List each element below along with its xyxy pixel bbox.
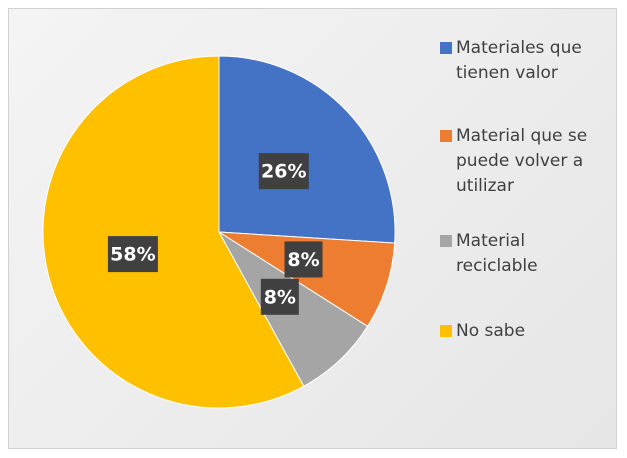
legend-label: Material que se puede volver a utilizar bbox=[456, 126, 588, 196]
pie-slice bbox=[218, 231, 396, 327]
legend-entry: Material reciclable bbox=[440, 229, 610, 279]
legend-entry: No sabe bbox=[440, 319, 610, 344]
legend: Materiales que tienen valor Material que … bbox=[440, 36, 610, 344]
data-label-box bbox=[260, 278, 299, 315]
legend-entry: Materiales que tienen valor bbox=[440, 36, 610, 86]
legend-swatch bbox=[440, 325, 452, 337]
pie-slice bbox=[42, 55, 305, 409]
data-label-box bbox=[284, 241, 323, 278]
data-label: 8% bbox=[287, 249, 319, 271]
data-label: 58% bbox=[110, 244, 155, 266]
legend-label: Material reciclable bbox=[456, 231, 538, 276]
data-label-box bbox=[258, 153, 309, 190]
legend-label: No sabe bbox=[456, 321, 526, 341]
legend-entry: Material que se puede volver a utilizar bbox=[440, 124, 610, 199]
pie-slice bbox=[218, 55, 396, 244]
data-label: 26% bbox=[261, 161, 306, 183]
data-label: 8% bbox=[264, 286, 296, 308]
legend-swatch bbox=[440, 235, 452, 247]
legend-label: Materiales que tienen valor bbox=[456, 38, 582, 83]
legend-swatch bbox=[440, 42, 452, 54]
legend-swatch bbox=[440, 130, 452, 142]
data-label-box bbox=[107, 236, 158, 273]
